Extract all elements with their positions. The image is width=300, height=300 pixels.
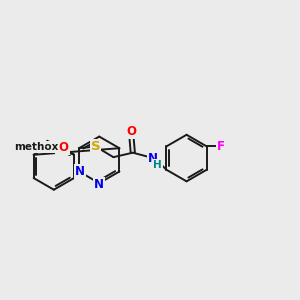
Text: methoxy: methoxy bbox=[14, 142, 65, 152]
Text: O: O bbox=[58, 141, 69, 154]
Text: N: N bbox=[94, 178, 104, 191]
Text: N: N bbox=[75, 165, 85, 178]
Text: H: H bbox=[153, 160, 162, 170]
Text: S: S bbox=[91, 140, 100, 153]
Text: methoxy: methoxy bbox=[44, 146, 50, 147]
Text: N: N bbox=[148, 152, 158, 165]
Text: O: O bbox=[56, 141, 66, 154]
Text: O: O bbox=[126, 125, 136, 138]
Text: F: F bbox=[217, 140, 225, 153]
